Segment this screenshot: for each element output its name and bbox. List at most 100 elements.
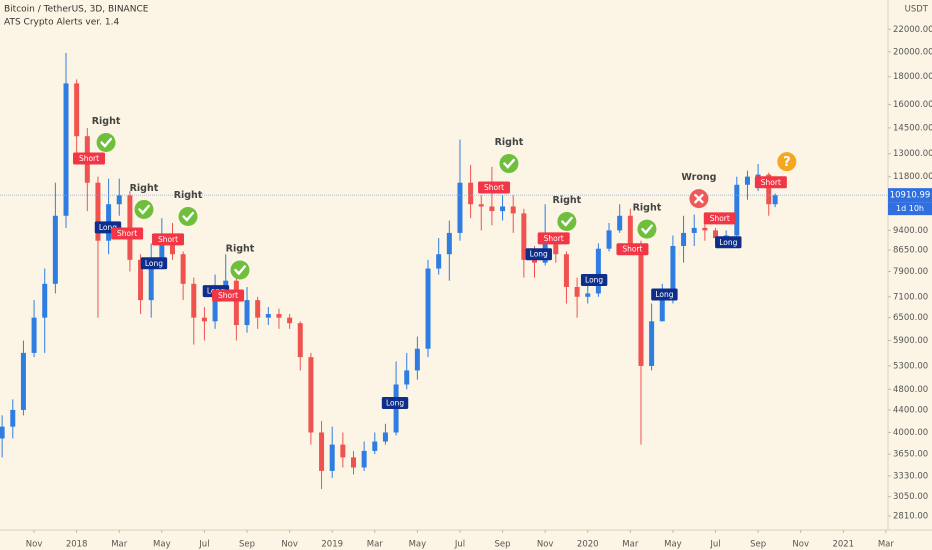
currency[interactable]: USDT [905, 5, 929, 15]
y-tick-label: 5900.00 [893, 336, 928, 346]
y-tick-label: 22000.00 [893, 25, 932, 35]
candle-body [0, 426, 5, 439]
check-glyph [503, 158, 515, 169]
candle-body [744, 176, 750, 185]
signal-tag [525, 248, 552, 261]
x-tick-label: Nov [26, 540, 43, 550]
candle-body [287, 317, 293, 324]
candle-body [670, 245, 676, 297]
check-glyph [641, 224, 653, 235]
signal-label: Long [585, 276, 603, 285]
y-tick-label: 4800.00 [893, 385, 928, 395]
candle-body [372, 441, 378, 451]
candle-body [350, 457, 356, 468]
candle-body [74, 83, 80, 137]
candle-body [478, 204, 484, 207]
verdict-label: Right [130, 183, 159, 194]
check-glyph [234, 265, 246, 276]
candle-body [276, 314, 282, 318]
verdict-label: Wrong [681, 172, 716, 183]
x-tick-label: Jul [198, 540, 209, 550]
candle-body [148, 262, 154, 301]
candle-body [255, 300, 261, 318]
verdict-icon [557, 212, 577, 232]
candle-body [713, 230, 719, 239]
y-tick-label: 8650.00 [893, 246, 928, 256]
signal-tag [212, 289, 245, 302]
candle-body [457, 182, 463, 233]
check-glyph [138, 204, 150, 215]
verdict-label: Right [92, 116, 121, 127]
signal-label: Long [530, 250, 548, 259]
x-tick-label: 2018 [66, 540, 88, 550]
candle-body [606, 230, 612, 249]
candle-body [414, 348, 420, 371]
signal-tag [651, 288, 678, 301]
candle-body [532, 259, 538, 263]
candle-body [702, 227, 708, 231]
candle-body [308, 357, 314, 433]
candle-body [659, 296, 665, 322]
candle-body [361, 450, 367, 468]
signal-label: Short [622, 245, 642, 254]
signal-label: Long [719, 238, 737, 247]
x-tick-label: Mar [367, 540, 384, 550]
candle-body [31, 317, 37, 353]
signal-tag [73, 152, 106, 165]
candle-body [766, 174, 772, 205]
verdict-icon [178, 206, 198, 226]
verdict-label: Right [633, 203, 662, 214]
candle-body [319, 432, 325, 471]
candle-body [340, 444, 346, 458]
verdict-icon [637, 219, 657, 239]
candle-body [297, 323, 303, 358]
candle-body [425, 268, 431, 349]
signal-label: Long [386, 399, 404, 408]
y-tick-label: 9400.00 [893, 226, 928, 236]
signal-label: Short [484, 183, 504, 192]
verdict-icon [134, 199, 154, 219]
chart-title: Bitcoin / TetherUS, 3D, BINANCE [4, 5, 149, 15]
signal-label: Short [158, 235, 178, 244]
candle-body [734, 184, 740, 236]
candle-body [489, 206, 495, 212]
y-tick-label: 18000.00 [893, 72, 932, 82]
y-tick-label: 11800.00 [893, 172, 932, 182]
candle-body [20, 352, 26, 410]
signal-label: Short [117, 229, 137, 238]
signal-tag [754, 176, 787, 189]
signal-label: Short [218, 291, 238, 300]
candle-body [201, 317, 207, 322]
check-glyph [182, 211, 195, 222]
signal-tag [152, 233, 185, 246]
signal-tag [381, 397, 409, 410]
candle-body [329, 444, 335, 471]
x-tick-label: Jul [454, 540, 465, 550]
candle-body [446, 232, 452, 255]
signal-label: Short [79, 154, 99, 163]
candle-body [585, 293, 591, 297]
x-tick-label: Nov [537, 540, 554, 550]
y-tick-label: 14500.00 [893, 123, 932, 133]
candle-body [617, 215, 623, 231]
candle-body [191, 283, 197, 318]
y-tick-label: 20000.00 [893, 47, 932, 57]
candle-body [772, 195, 778, 205]
x-tick-label: Nov [281, 540, 298, 550]
x-tick-label: May [153, 540, 171, 550]
candle-body [521, 213, 527, 260]
candle-body [95, 182, 101, 241]
check-glyph [561, 216, 573, 227]
signal-label: Short [544, 234, 564, 243]
x-tick-label: Mar [622, 540, 639, 550]
candle-body [244, 300, 250, 326]
candle-body [212, 290, 218, 322]
y-tick-label: 4000.00 [893, 428, 928, 438]
candle-body [63, 83, 69, 216]
candle-body [553, 235, 559, 255]
candle-body [595, 248, 601, 294]
price-label: 10910.99 [890, 191, 931, 201]
candle-body [42, 283, 48, 318]
candle-body [691, 227, 697, 233]
